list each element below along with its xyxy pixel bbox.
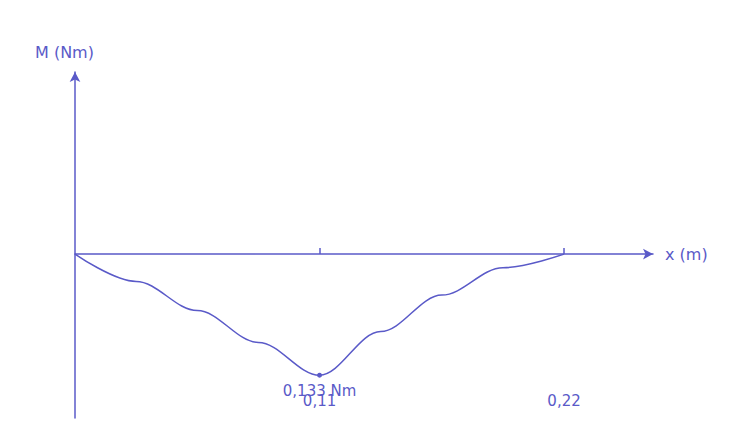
svg-text:M (Nm): M (Nm) — [35, 43, 94, 62]
svg-text:x (m): x (m) — [665, 245, 708, 264]
svg-text:0,11: 0,11 — [302, 391, 337, 410]
svg-text:0,22: 0,22 — [547, 392, 580, 410]
svg-text:0,133 Nm: 0,133 Nm — [283, 382, 357, 400]
